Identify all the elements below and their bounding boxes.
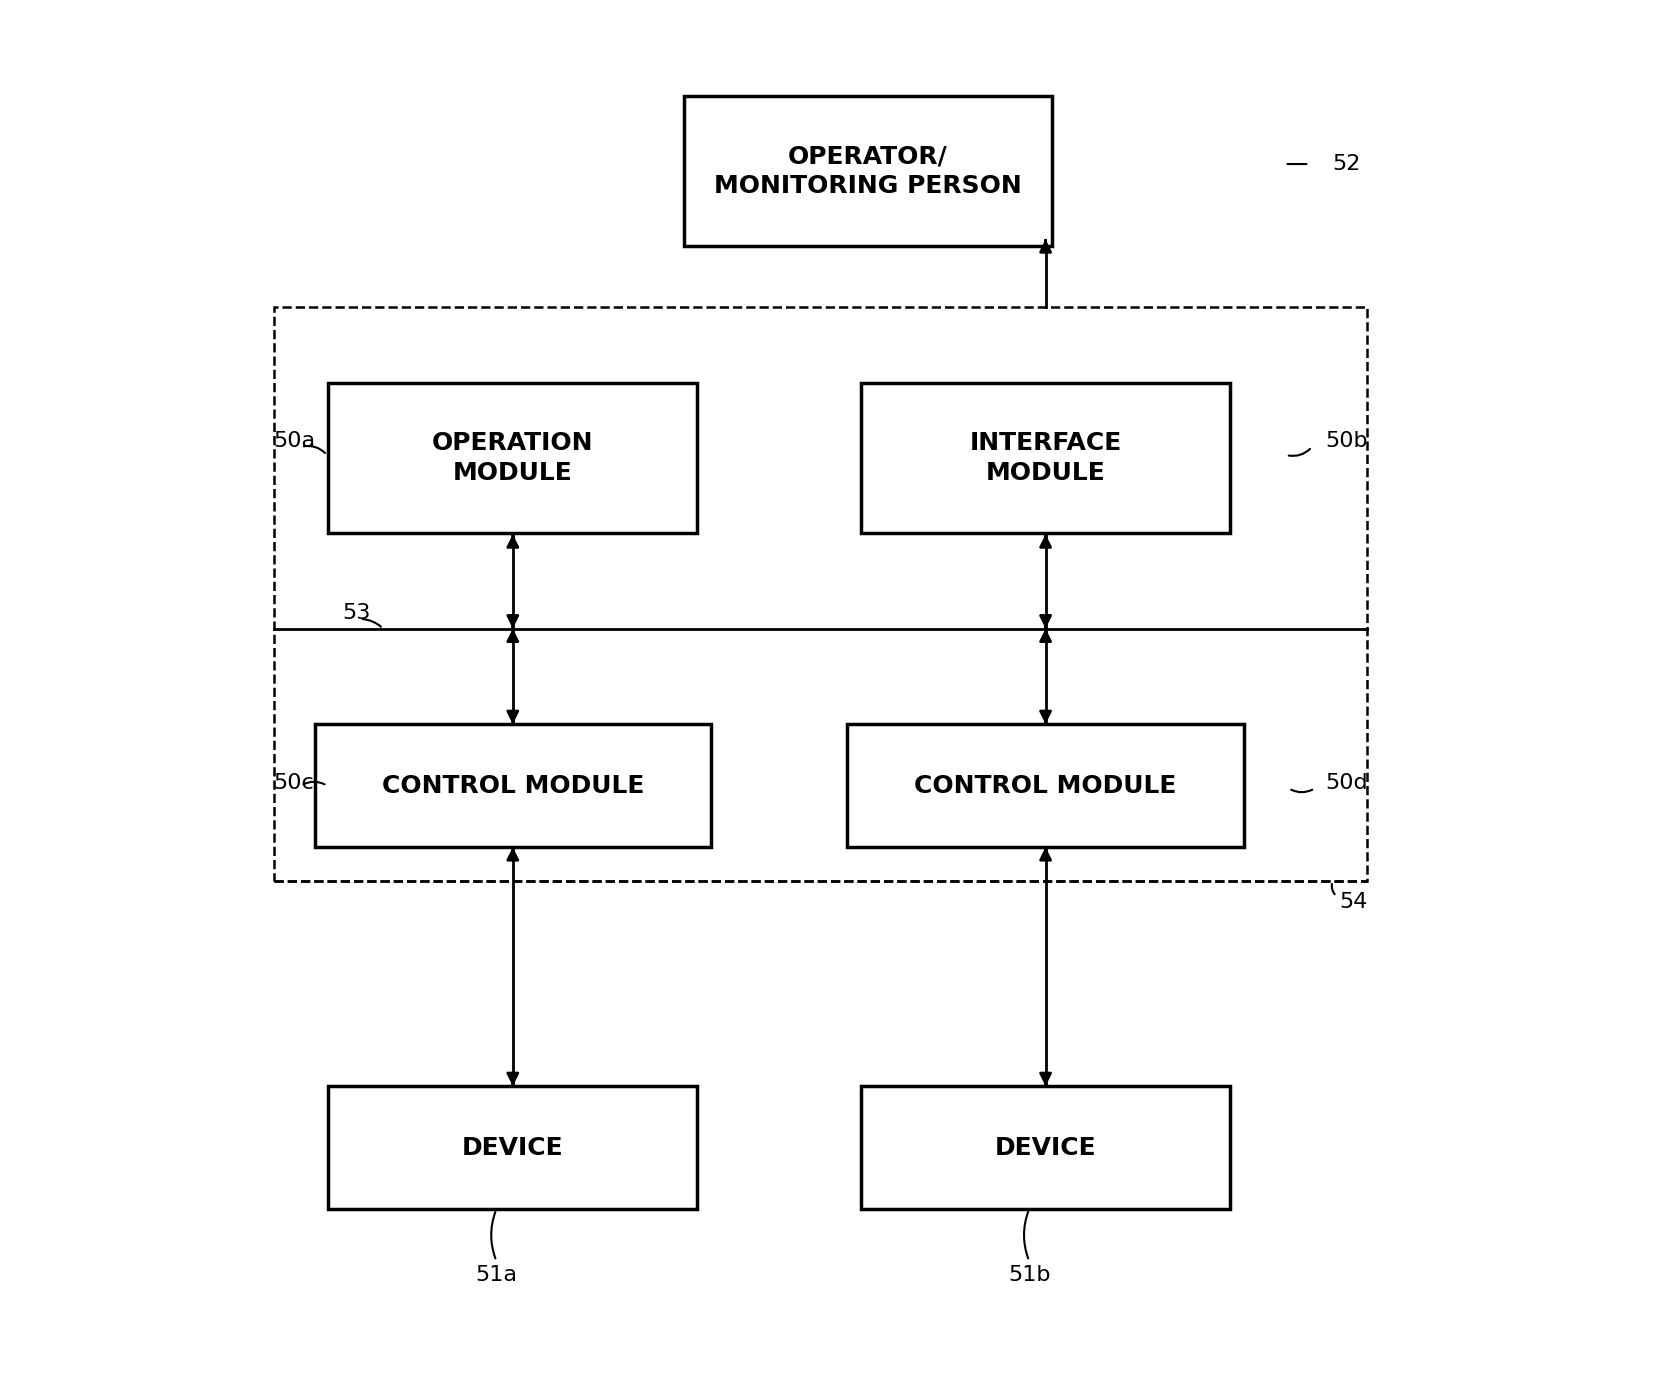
Bar	[329, 1086, 698, 1209]
Text: 50b: 50b	[1325, 432, 1368, 451]
Text: CONTROL MODULE: CONTROL MODULE	[915, 774, 1176, 798]
Text: 52: 52	[1333, 155, 1361, 174]
Text: 51a: 51a	[475, 1264, 518, 1285]
Text: 50a: 50a	[273, 432, 316, 451]
Text: 50d: 50d	[1325, 773, 1368, 793]
Text: CONTROL MODULE: CONTROL MODULE	[382, 774, 643, 798]
Text: 54: 54	[1340, 891, 1368, 912]
Bar	[862, 1086, 1231, 1209]
Text: OPERATION
MODULE: OPERATION MODULE	[432, 431, 594, 484]
Bar	[273, 308, 1366, 882]
Bar	[683, 95, 1052, 246]
Bar	[329, 382, 698, 533]
Text: 53: 53	[342, 603, 370, 624]
Bar	[862, 382, 1231, 533]
Text: INTERFACE
MODULE: INTERFACE MODULE	[969, 431, 1121, 484]
Bar	[847, 724, 1244, 847]
Text: DEVICE: DEVICE	[994, 1136, 1097, 1159]
Text: 50c: 50c	[273, 773, 314, 793]
Text: OPERATOR/
MONITORING PERSON: OPERATOR/ MONITORING PERSON	[715, 144, 1022, 197]
Bar	[314, 724, 711, 847]
Text: DEVICE: DEVICE	[461, 1136, 564, 1159]
Text: 51b: 51b	[1007, 1264, 1050, 1285]
